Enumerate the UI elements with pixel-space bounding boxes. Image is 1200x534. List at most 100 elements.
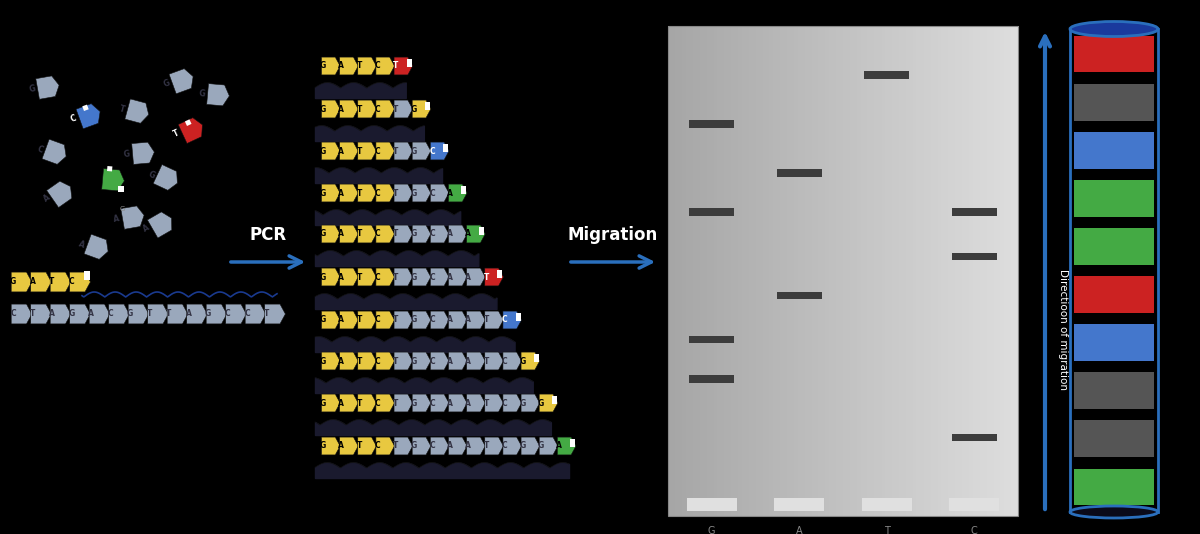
Text: G: G [320, 105, 326, 114]
Bar [941, 26, 946, 516]
Text: A: A [30, 278, 36, 287]
Bar [1010, 26, 1015, 516]
Polygon shape [413, 311, 431, 329]
Polygon shape [431, 184, 449, 202]
Text: C: C [224, 310, 230, 318]
Bar [738, 26, 743, 516]
Polygon shape [148, 212, 172, 238]
Text: C: C [374, 442, 380, 451]
Text: G: G [127, 310, 133, 318]
Text: T: T [484, 398, 490, 407]
Polygon shape [89, 304, 110, 324]
Text: C: C [430, 357, 434, 365]
Text: A: A [88, 310, 94, 318]
Bar [846, 26, 851, 516]
Polygon shape [206, 84, 229, 106]
Bar [780, 26, 785, 516]
Text: A: A [448, 316, 454, 325]
Polygon shape [11, 304, 32, 324]
Text: A: A [338, 316, 344, 325]
Bar [707, 26, 710, 516]
Polygon shape [449, 184, 467, 202]
Bar [878, 26, 882, 516]
Polygon shape [431, 311, 449, 329]
Text: G: G [68, 310, 74, 318]
Text: T: T [356, 398, 362, 407]
Text: C: C [374, 146, 380, 155]
Text: T: T [264, 310, 269, 318]
Polygon shape [11, 272, 32, 292]
Text: C: C [430, 398, 434, 407]
Polygon shape [394, 57, 413, 75]
Text: G: G [10, 278, 16, 287]
Polygon shape [413, 225, 431, 243]
Bar [773, 26, 778, 516]
Polygon shape [128, 304, 149, 324]
Text: T: T [356, 442, 362, 451]
Bar [769, 26, 774, 516]
Text: A: A [338, 398, 344, 407]
Text: A: A [186, 310, 192, 318]
Bar [815, 26, 820, 516]
Bar [955, 26, 960, 516]
Bar [718, 26, 721, 516]
Bar [959, 26, 962, 516]
Bar [776, 26, 781, 516]
Polygon shape [358, 268, 377, 286]
Polygon shape [322, 268, 340, 286]
Polygon shape [358, 225, 377, 243]
Polygon shape [394, 184, 413, 202]
Polygon shape [322, 352, 340, 370]
Text: A: A [338, 105, 344, 114]
Bar [516, 313, 521, 321]
Polygon shape [50, 272, 71, 292]
Polygon shape [340, 100, 359, 118]
Bar [1008, 26, 1012, 516]
Polygon shape [485, 311, 504, 329]
Polygon shape [169, 69, 193, 94]
Text: T: T [49, 278, 55, 287]
Bar [868, 26, 872, 516]
Text: G: G [410, 398, 416, 407]
Text: T: T [392, 357, 398, 365]
Bar [794, 26, 798, 516]
Bar [966, 26, 970, 516]
Polygon shape [322, 437, 340, 455]
Bar [1074, 84, 1154, 121]
Text: G: G [410, 272, 416, 281]
Text: T: T [356, 357, 362, 365]
Polygon shape [431, 225, 449, 243]
Text: A: A [448, 442, 454, 451]
Bar [756, 26, 760, 516]
Polygon shape [394, 311, 413, 329]
Text: G: G [520, 442, 526, 451]
Text: G: G [146, 169, 156, 180]
Polygon shape [394, 142, 413, 160]
Polygon shape [340, 184, 359, 202]
Bar [762, 26, 767, 516]
Bar [899, 26, 904, 516]
Polygon shape [376, 57, 395, 75]
Text: G: G [410, 442, 416, 451]
Text: G: G [520, 357, 526, 365]
Polygon shape [503, 394, 522, 412]
Text: T: T [392, 230, 398, 239]
Polygon shape [358, 352, 377, 370]
Bar [888, 26, 893, 516]
Bar [920, 26, 924, 516]
Bar [791, 26, 794, 516]
Bar [84, 271, 90, 280]
Bar [948, 26, 953, 516]
Polygon shape [50, 304, 71, 324]
Text: C: C [430, 272, 434, 281]
Polygon shape [125, 99, 149, 123]
Text: Directioon of migration: Directioon of migration [1058, 269, 1068, 390]
Bar [983, 26, 988, 516]
Polygon shape [358, 57, 377, 75]
Polygon shape [394, 100, 413, 118]
Bar [784, 26, 788, 516]
Text: Migration: Migration [568, 226, 658, 244]
Text: T: T [356, 230, 362, 239]
Polygon shape [178, 117, 203, 144]
Bar [1074, 276, 1154, 313]
